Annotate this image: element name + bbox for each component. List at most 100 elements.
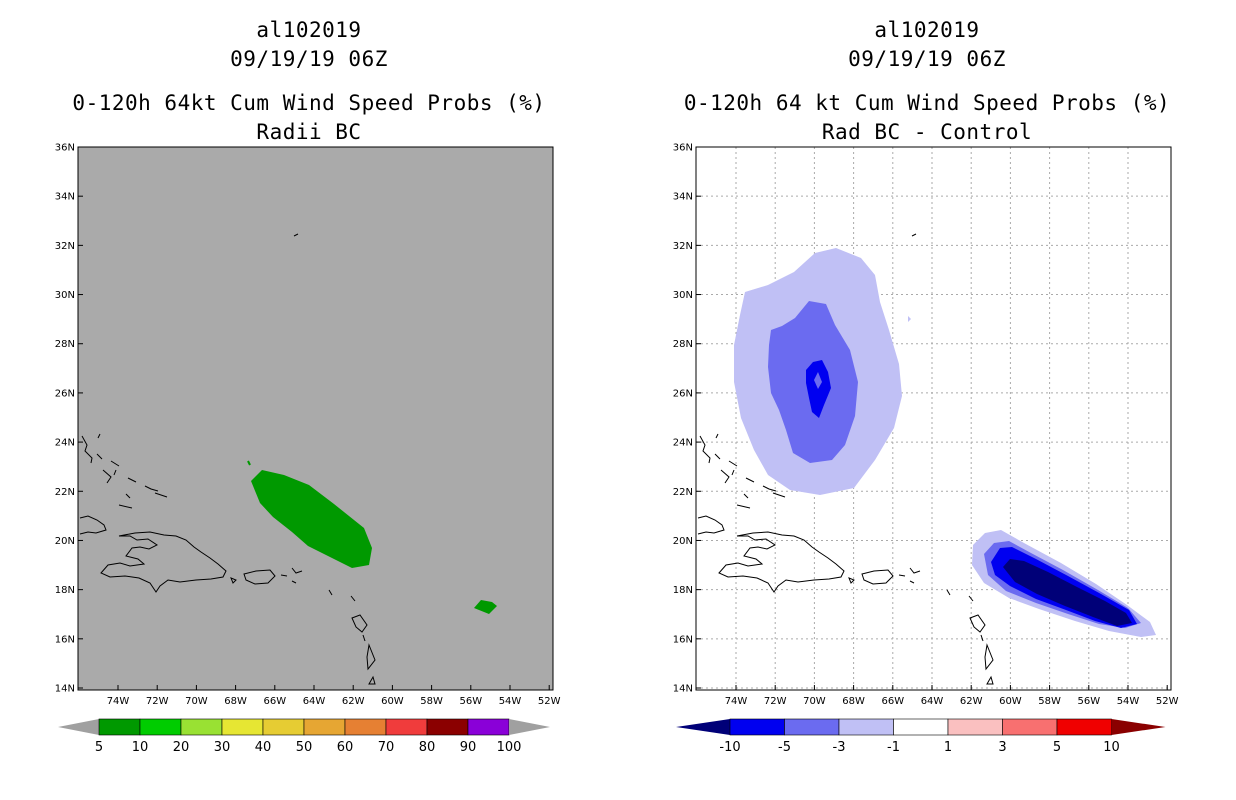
colorbar-label: -3 xyxy=(833,740,846,755)
lon-tick-label: 62W xyxy=(342,696,365,707)
lat-tick-label: 22N xyxy=(55,487,75,498)
colorbar-swatch xyxy=(838,718,894,736)
colorbar-swatch xyxy=(893,718,949,736)
left-map: 36N 34N 32N 30N 28N 26N 24N 22N 20N 18N 16N 14N 74W 7… xyxy=(55,143,561,708)
colorbar-label: -10 xyxy=(719,740,740,755)
lon-tick-label: 52W xyxy=(538,696,561,707)
lat-tick-label: 20N xyxy=(673,536,693,547)
right-storm-id: al102019 xyxy=(874,18,980,42)
colorbar-swatch xyxy=(98,718,141,736)
lon-tick-label: 60W xyxy=(381,696,404,707)
colorbar-low-cap xyxy=(58,719,99,735)
colorbar-label: 5 xyxy=(95,740,103,755)
left-colorbar: 5 10 20 30 40 50 60 70 80 90 100 xyxy=(58,718,550,755)
lat-tick-label: 16N xyxy=(673,634,693,645)
right-subtitle: Rad BC - Control xyxy=(821,120,1033,144)
lon-tick-label: 58W xyxy=(1038,696,1061,707)
colorbar-label: 80 xyxy=(419,740,436,755)
lat-tick-label: 36N xyxy=(673,143,693,154)
left-subtitle: Radii BC xyxy=(256,120,362,144)
right-neg-track-10 xyxy=(1003,559,1132,626)
lat-tick-label: 34N xyxy=(55,192,75,203)
lon-tick-label: 64W xyxy=(303,696,326,707)
lat-tick-label: 14N xyxy=(55,684,75,695)
lon-tick-label: 64W xyxy=(921,696,944,707)
colorbar-swatch xyxy=(385,718,428,736)
colorbar-label: 30 xyxy=(214,740,231,755)
colorbar-label: 70 xyxy=(378,740,395,755)
left-probability-area-small xyxy=(474,600,497,614)
lat-tick-label: 30N xyxy=(55,290,75,301)
colorbar-swatch xyxy=(467,718,510,736)
right-neg-speck xyxy=(908,316,911,322)
lon-tick-label: 70W xyxy=(803,696,826,707)
right-map-frame xyxy=(695,146,1172,691)
colorbar-label: 50 xyxy=(296,740,313,755)
lat-tick-label: 24N xyxy=(673,438,693,449)
lat-tick-label: 30N xyxy=(673,290,693,301)
lat-tick-label: 24N xyxy=(55,438,75,449)
colorbar-swatch xyxy=(1002,718,1058,736)
lat-tick-label: 18N xyxy=(673,585,693,596)
lon-tick-label: 58W xyxy=(420,696,443,707)
colorbar-label: 10 xyxy=(1103,740,1120,755)
colorbar-swatch xyxy=(180,718,223,736)
left-probability-speck xyxy=(247,460,251,466)
colorbar-label: -1 xyxy=(887,740,900,755)
colorbar-swatch xyxy=(262,718,305,736)
lat-tick-label: 32N xyxy=(673,241,693,252)
left-map-background xyxy=(78,147,553,690)
lon-tick-label: 56W xyxy=(459,696,482,707)
colorbar-label: 100 xyxy=(497,740,522,755)
lon-tick-label: 70W xyxy=(185,696,208,707)
lat-tick-label: 28N xyxy=(673,339,693,350)
colorbar-swatch xyxy=(784,718,840,736)
left-storm-id: al102019 xyxy=(256,18,362,42)
lon-tick-label: 66W xyxy=(881,696,904,707)
lat-tick-label: 14N xyxy=(673,684,693,695)
lat-tick-label: 26N xyxy=(673,388,693,399)
colorbar-swatch xyxy=(221,718,264,736)
colorbar-swatch xyxy=(344,718,387,736)
colorbar-low-cap xyxy=(676,719,730,735)
left-map-frame xyxy=(77,146,554,691)
right-title: 0-120h 64 kt Cum Wind Speed Probs (%) xyxy=(683,91,1171,115)
left-axis-ticks: 36N 34N 32N 30N 28N 26N 24N 22N 20N 18N 16N 14N 74W 7… xyxy=(55,143,561,708)
colorbar-label: 20 xyxy=(173,740,190,755)
right-neg-contour-5 xyxy=(806,360,831,418)
lon-tick-label: 66W xyxy=(263,696,286,707)
lon-tick-label: 62W xyxy=(960,696,983,707)
lat-tick-label: 20N xyxy=(55,536,75,547)
colorbar-swatch xyxy=(729,718,785,736)
colorbar-label: 90 xyxy=(460,740,477,755)
lon-tick-label: 72W xyxy=(764,696,787,707)
lon-tick-label: 74W xyxy=(107,696,130,707)
left-datetime: 09/19/19 06Z xyxy=(230,47,388,71)
right-colorbar: -10 -5 -3 -1 1 3 5 10 xyxy=(676,718,1166,755)
right-neg-contour-5-hole xyxy=(814,372,822,389)
lon-tick-label: 54W xyxy=(1117,696,1140,707)
lon-tick-label: 72W xyxy=(146,696,169,707)
lat-tick-label: 16N xyxy=(55,634,75,645)
lon-tick-label: 54W xyxy=(499,696,522,707)
lat-tick-label: 22N xyxy=(673,487,693,498)
colorbar-label: 10 xyxy=(132,740,149,755)
right-datetime: 09/19/19 06Z xyxy=(848,47,1006,71)
colorbar-swatch xyxy=(426,718,469,736)
lat-tick-label: 18N xyxy=(55,585,75,596)
lat-tick-label: 36N xyxy=(55,143,75,154)
lat-tick-label: 32N xyxy=(55,241,75,252)
colorbar-swatch xyxy=(947,718,1003,736)
lat-tick-label: 26N xyxy=(55,388,75,399)
colorbar-label: 5 xyxy=(1053,740,1061,755)
colorbar-label: 60 xyxy=(337,740,354,755)
lon-tick-label: 60W xyxy=(999,696,1022,707)
left-title: 0-120h 64kt Cum Wind Speed Probs (%) xyxy=(72,91,546,115)
colorbar-label: 3 xyxy=(998,740,1006,755)
lon-tick-label: 74W xyxy=(725,696,748,707)
right-map: 36N 34N 32N 30N 28N 26N 24N 22N 20N 18N 16N 14N 74W 7… xyxy=(673,143,1179,708)
lon-tick-label: 68W xyxy=(842,696,865,707)
lon-tick-label: 52W xyxy=(1156,696,1179,707)
colorbar-label: 1 xyxy=(944,740,952,755)
